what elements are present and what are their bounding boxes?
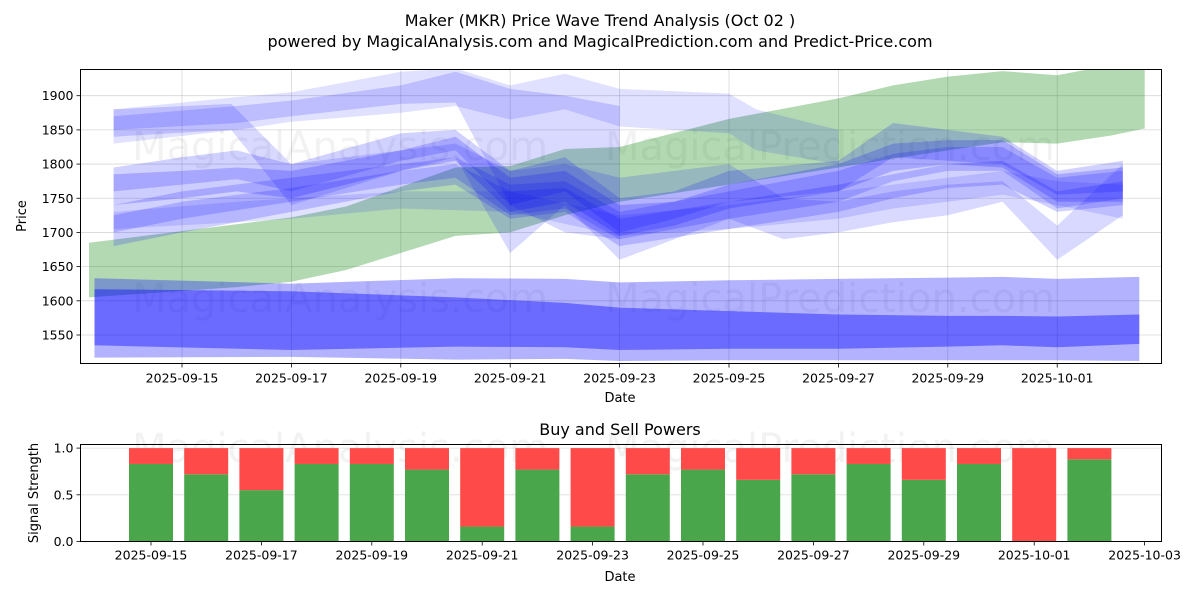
price-y-tick-label: 1750 bbox=[42, 191, 74, 206]
buy-bar bbox=[239, 490, 283, 541]
buy-bar bbox=[957, 464, 1001, 542]
price-y-ticks: 1550 1600 1650 1700 1750 1800 1850 1900 bbox=[42, 88, 81, 342]
buy-bar bbox=[791, 474, 835, 541]
price-y-tick-label: 1550 bbox=[42, 327, 74, 342]
sell-bar bbox=[460, 448, 504, 526]
buy-bar bbox=[736, 480, 780, 542]
signal-x-tick-label: 2025-10-01 bbox=[998, 548, 1071, 563]
signal-y-tick-label: 0.5 bbox=[54, 487, 74, 502]
buy-bar bbox=[515, 470, 559, 542]
buy-bar bbox=[847, 464, 891, 542]
price-x-axis-label: Date bbox=[604, 391, 635, 406]
sell-bar bbox=[184, 448, 228, 474]
signal-chart: Buy and Sell Powers MagicalAnalysis.com … bbox=[27, 420, 1181, 585]
figure: Maker (MKR) Price Wave Trend Analysis (O… bbox=[0, 0, 1200, 600]
sell-bar bbox=[791, 448, 835, 474]
price-chart: MagicalAnalysis.com MagicalPrediction.co… bbox=[15, 65, 1162, 406]
sell-bar bbox=[957, 448, 1001, 464]
sell-bar bbox=[129, 448, 173, 464]
buy-bar bbox=[902, 480, 946, 542]
price-x-tick-label: 2025-10-01 bbox=[1021, 371, 1094, 386]
price-x-tick-label: 2025-09-19 bbox=[364, 371, 437, 386]
signal-x-tick-label: 2025-09-21 bbox=[446, 548, 519, 563]
signal-y-axis-label: Signal Strength bbox=[27, 443, 42, 543]
signal-x-tick-label: 2025-09-19 bbox=[335, 548, 408, 563]
signal-y-tick-label: 0.0 bbox=[54, 534, 74, 549]
signal-x-axis-label: Date bbox=[604, 570, 635, 585]
signal-y-tick-label: 1.0 bbox=[54, 441, 74, 456]
sell-bar bbox=[571, 448, 615, 526]
buy-bar bbox=[571, 527, 615, 542]
chart-subtitle: powered by MagicalAnalysis.com and Magic… bbox=[267, 32, 932, 51]
price-x-tick-label: 2025-09-23 bbox=[583, 371, 656, 386]
sell-bar bbox=[681, 448, 725, 469]
sell-bar bbox=[626, 448, 670, 474]
signal-x-tick-label: 2025-10-03 bbox=[1108, 548, 1181, 563]
sell-bar bbox=[1067, 448, 1111, 459]
signal-x-ticks: 2025-09-15 2025-09-17 2025-09-19 2025-09-21… bbox=[115, 542, 1181, 563]
buy-bar bbox=[129, 464, 173, 542]
buy-bar bbox=[295, 464, 339, 542]
price-x-tick-label: 2025-09-21 bbox=[474, 371, 547, 386]
signal-x-tick-label: 2025-09-17 bbox=[225, 548, 298, 563]
sell-bar bbox=[515, 448, 559, 469]
signal-x-tick-label: 2025-09-15 bbox=[115, 548, 188, 563]
signal-y-ticks: 0.0 0.5 1.0 bbox=[54, 441, 81, 549]
buy-bar bbox=[184, 474, 228, 541]
sell-bar bbox=[736, 448, 780, 480]
sell-bar bbox=[350, 448, 394, 464]
sell-bar bbox=[902, 448, 946, 480]
buy-bar bbox=[405, 470, 449, 542]
signal-x-tick-label: 2025-09-27 bbox=[777, 548, 850, 563]
price-x-tick-label: 2025-09-27 bbox=[802, 371, 875, 386]
price-x-tick-label: 2025-09-15 bbox=[146, 371, 219, 386]
buy-bar bbox=[460, 527, 504, 542]
buy-bar bbox=[1067, 459, 1111, 541]
buy-bar bbox=[681, 470, 725, 542]
signal-x-tick-label: 2025-09-29 bbox=[887, 548, 960, 563]
price-y-tick-label: 1800 bbox=[42, 157, 74, 172]
price-x-tick-label: 2025-09-29 bbox=[911, 371, 984, 386]
sell-bar bbox=[239, 448, 283, 490]
price-x-tick-label: 2025-09-17 bbox=[255, 371, 328, 386]
price-y-tick-label: 1850 bbox=[42, 122, 74, 137]
chart-title: Maker (MKR) Price Wave Trend Analysis (O… bbox=[405, 11, 795, 30]
price-x-tick-label: 2025-09-25 bbox=[693, 371, 766, 386]
sell-bar bbox=[405, 448, 449, 469]
price-y-axis-label: Price bbox=[15, 200, 30, 232]
sell-bar bbox=[1012, 448, 1056, 541]
price-y-tick-label: 1600 bbox=[42, 293, 74, 308]
price-y-tick-label: 1700 bbox=[42, 225, 74, 240]
price-x-ticks: 2025-09-15 2025-09-17 2025-09-19 2025-09-21… bbox=[146, 364, 1094, 386]
price-y-tick-label: 1650 bbox=[42, 259, 74, 274]
price-y-tick-label: 1900 bbox=[42, 88, 74, 103]
sell-bar bbox=[847, 448, 891, 464]
buy-bar bbox=[350, 464, 394, 542]
buy-bar bbox=[626, 474, 670, 541]
signal-x-tick-label: 2025-09-25 bbox=[667, 548, 740, 563]
sell-bar bbox=[295, 448, 339, 464]
signal-x-tick-label: 2025-09-23 bbox=[556, 548, 629, 563]
